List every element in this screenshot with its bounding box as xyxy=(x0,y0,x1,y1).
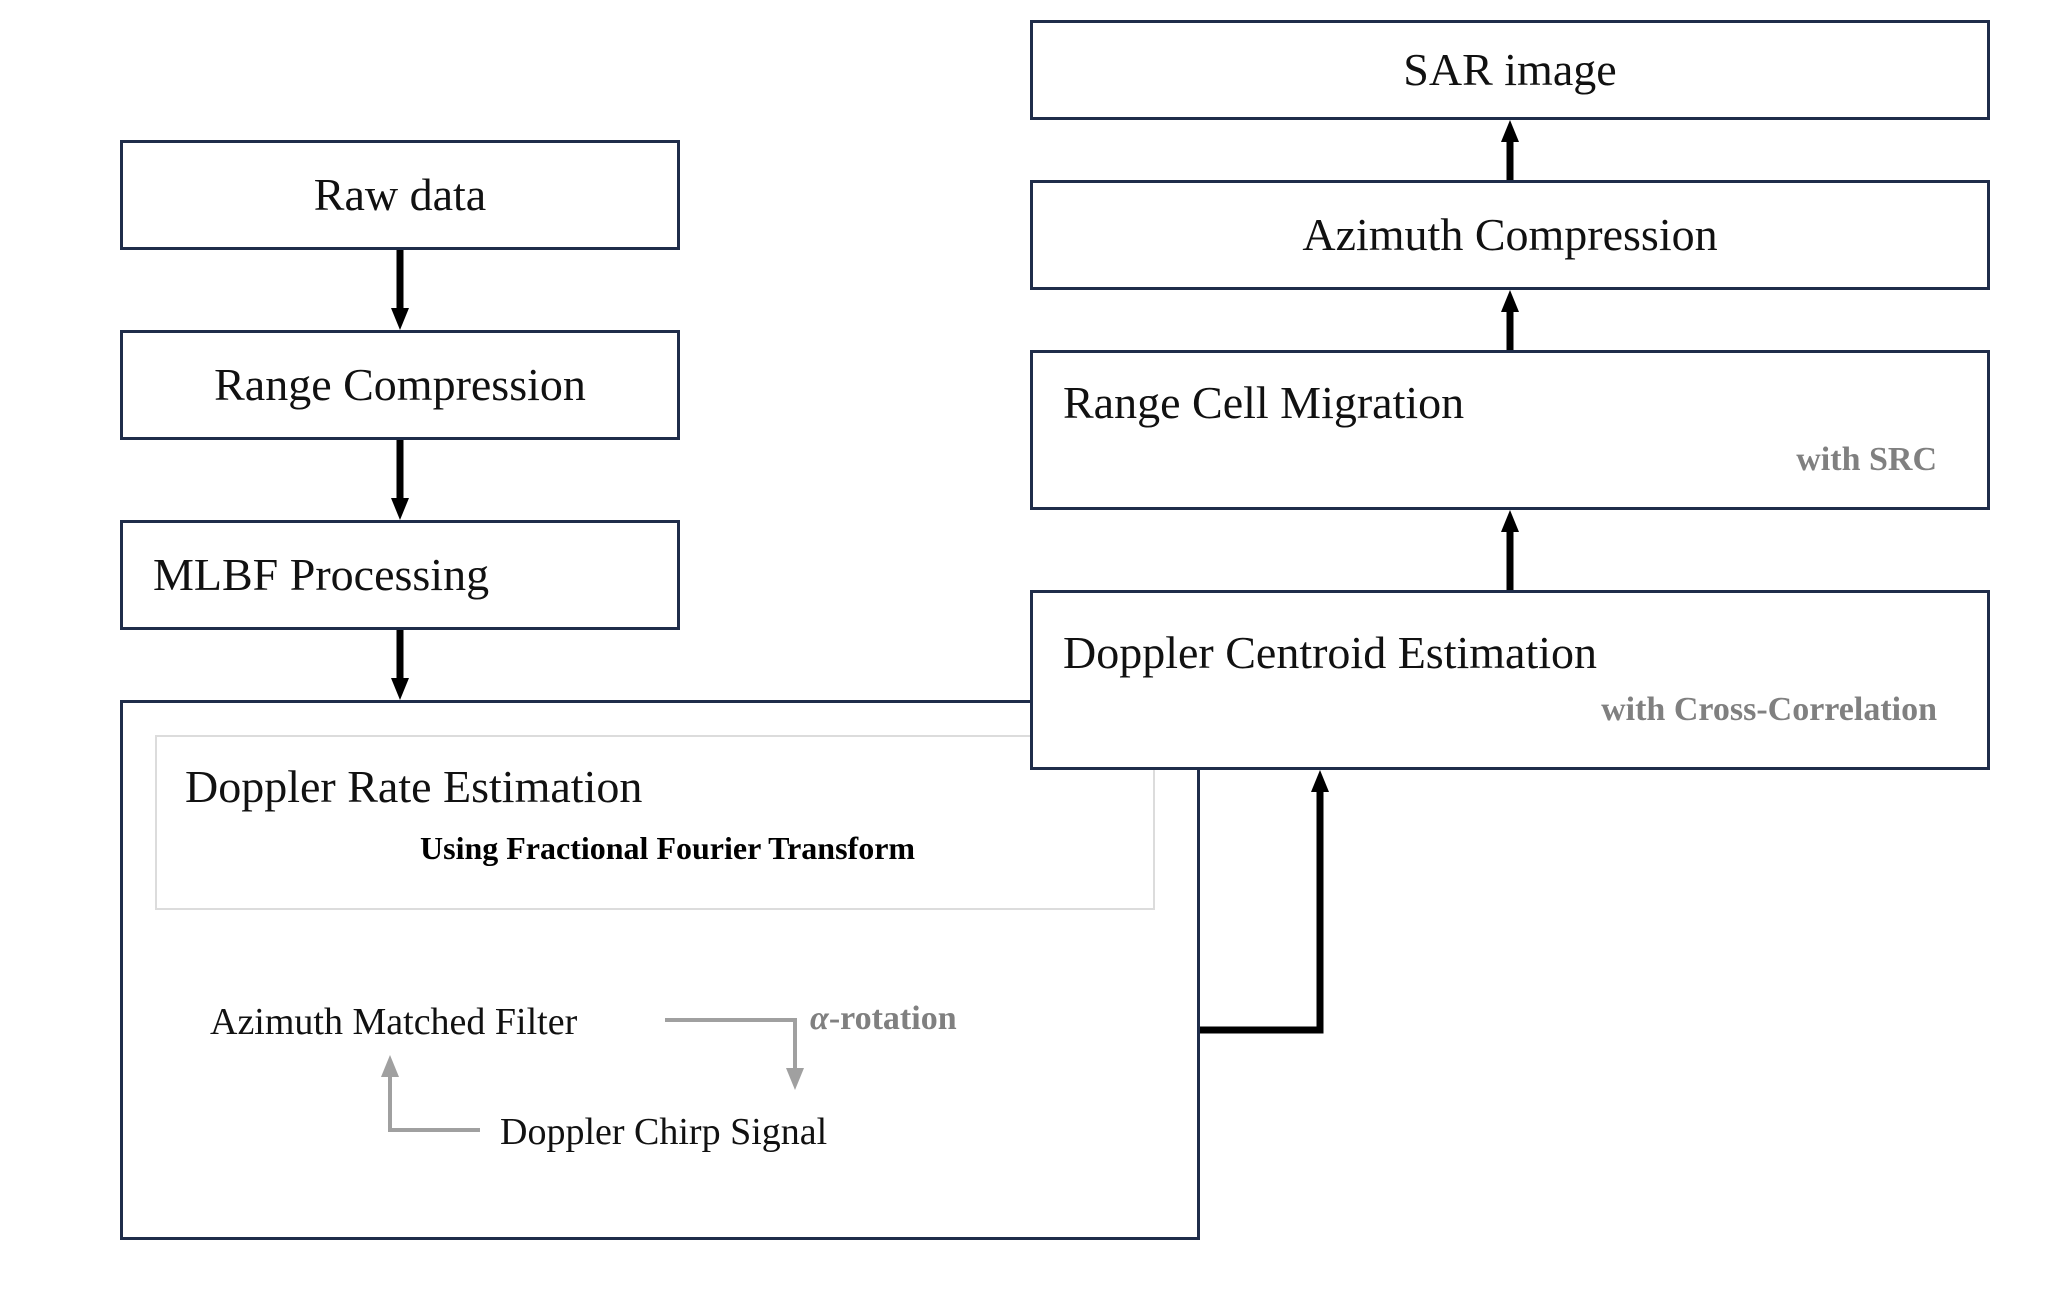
node-mlbf-processing-label: MLBF Processing xyxy=(153,550,647,601)
node-rcm-sublabel: with SRC xyxy=(1063,438,1957,482)
node-raw-data-label: Raw data xyxy=(153,170,647,221)
node-dce-sublabel: with Cross-Correlation xyxy=(1063,688,1957,732)
node-range-compression: Range Compression xyxy=(120,330,680,440)
node-azcomp-label: Azimuth Compression xyxy=(1063,210,1957,261)
node-sar-image: SAR image xyxy=(1030,20,1990,120)
flowchart-canvas: Raw data Range Compression MLBF Processi… xyxy=(0,0,2063,1309)
node-range-compression-label: Range Compression xyxy=(153,360,647,411)
node-mlbf-processing: MLBF Processing xyxy=(120,520,680,630)
dcs-text: Doppler Chirp Signal xyxy=(500,1110,827,1154)
amf-text: Azimuth Matched Filter xyxy=(210,1000,577,1044)
node-sarimg-label: SAR image xyxy=(1063,45,1957,96)
dre-title-text: Doppler Rate Estimation xyxy=(185,760,642,813)
alpha-rotation-text: α-rotation xyxy=(810,1000,957,1038)
node-range-cell-migration: Range Cell Migration with SRC xyxy=(1030,350,1990,510)
node-raw-data: Raw data xyxy=(120,140,680,250)
node-rcm-label: Range Cell Migration xyxy=(1063,378,1957,429)
node-dce-label: Doppler Centroid Estimation xyxy=(1063,628,1957,679)
node-doppler-centroid-estimation: Doppler Centroid Estimation with Cross-C… xyxy=(1030,590,1990,770)
node-azimuth-compression: Azimuth Compression xyxy=(1030,180,1990,290)
dre-subtitle-text: Using Fractional Fourier Transform xyxy=(420,830,915,867)
